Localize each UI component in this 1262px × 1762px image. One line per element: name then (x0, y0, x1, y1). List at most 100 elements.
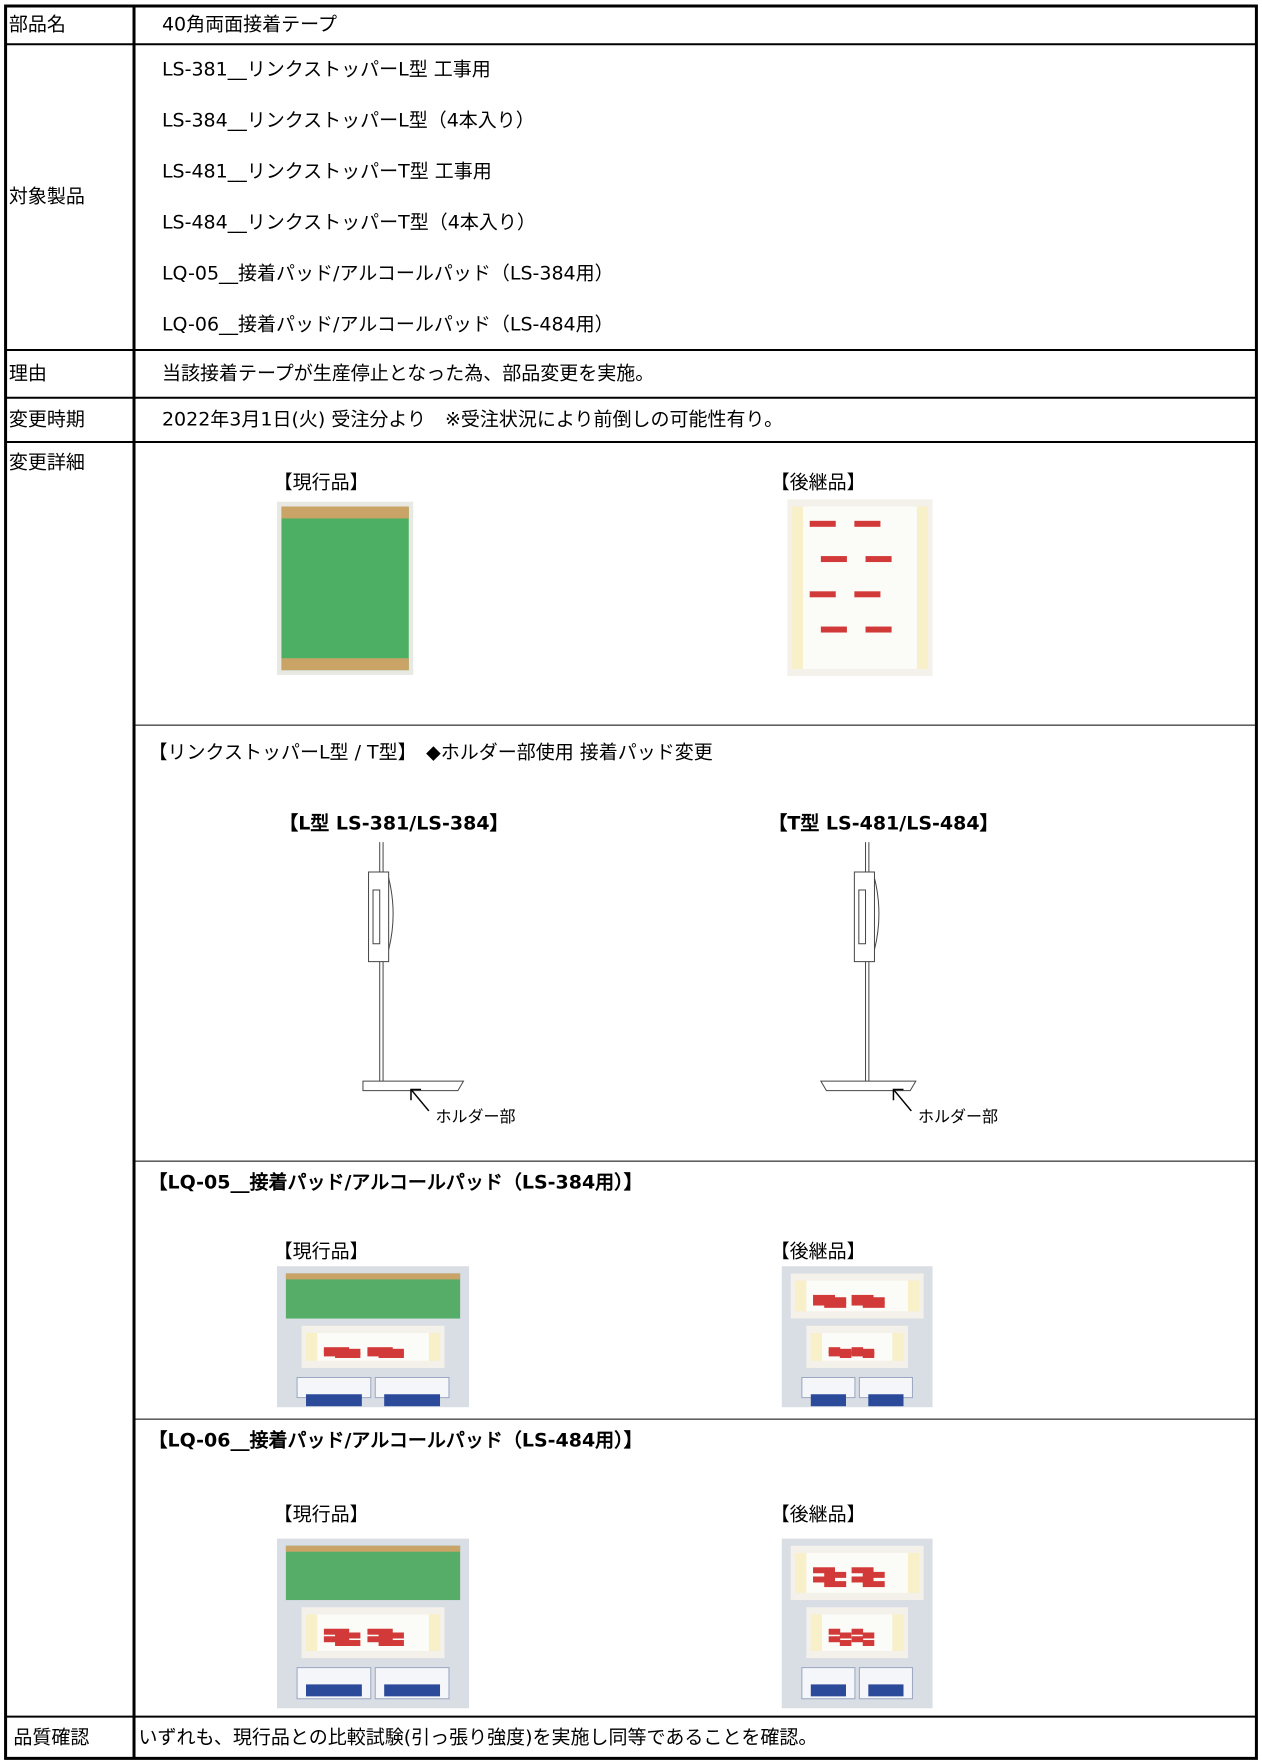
photo-packet-print (384, 1394, 441, 1407)
section-heading: 【リンクストッパーL型 / T型】 ◆ホルダー部使用 接着パッド変更 (148, 741, 713, 764)
photo-print (854, 591, 881, 598)
photo-print (820, 626, 847, 633)
photo-print (854, 520, 881, 527)
photo-print (824, 1301, 847, 1308)
photo-print (335, 1632, 361, 1639)
holder-drawing (389, 878, 393, 950)
photo-print (862, 1581, 885, 1588)
photo-print (828, 1347, 841, 1354)
photo-print (323, 1628, 350, 1635)
photo-liner (281, 506, 409, 519)
row-text: LS-381__リンクストッパーL型 工事用 (161, 58, 491, 81)
photo-print (839, 1348, 852, 1355)
row-label: 変更時期 (8, 408, 85, 431)
photo-print (851, 1636, 864, 1643)
photo-print (862, 1352, 875, 1359)
photo-tape (285, 1273, 461, 1319)
row-text: LS-484__リンクストッパーT型（4本入り） (161, 211, 536, 234)
image-caption: 【後継品】 (770, 1503, 866, 1526)
photo-print (824, 1297, 847, 1304)
photo-print (809, 520, 836, 527)
photo-print (335, 1352, 361, 1359)
photo-print (851, 1567, 874, 1574)
photo-packet-print (306, 1394, 362, 1407)
photo-print (367, 1636, 393, 1643)
row-label: 理由 (8, 362, 47, 385)
holder-drawing (363, 1081, 464, 1091)
photo-print (839, 1632, 852, 1639)
photo-print (813, 1294, 836, 1301)
photo-packet-print (868, 1394, 904, 1407)
row-label: 変更詳細 (8, 451, 85, 474)
row-label: 品質確認 (13, 1726, 90, 1748)
photo-print (828, 1628, 841, 1635)
photo-print (335, 1640, 361, 1646)
row-text: LS-384__リンクストッパーL型（4本入り） (161, 109, 535, 132)
photo-print (851, 1347, 864, 1354)
photo-print (824, 1571, 847, 1578)
photo-packet-print (810, 1684, 846, 1697)
photo-print (820, 556, 847, 563)
photo-print (865, 626, 892, 633)
photo-print (378, 1352, 404, 1359)
callout-label: ホルダー部 (435, 1106, 516, 1126)
row-text: いずれも、現行品との比較試験(引っ張り強度)を実施し同等であることを確認。 (138, 1726, 818, 1748)
callout-arrow (411, 1089, 429, 1111)
callout-arrow (411, 1089, 421, 1100)
photo-print (367, 1628, 393, 1635)
photo-print (323, 1636, 350, 1643)
image-caption: 【T型 LS-481/LS-484】 (768, 812, 999, 835)
row-label: 対象製品 (8, 185, 85, 208)
holder-drawing (821, 1081, 916, 1091)
photo-print (865, 556, 892, 563)
photo-print (851, 1294, 874, 1301)
holder-drawing (369, 872, 389, 962)
photo-print (862, 1297, 885, 1304)
holder-drawing (874, 878, 878, 950)
photo-packet-print (384, 1684, 441, 1697)
photo-print (813, 1567, 836, 1574)
photo-tape (285, 1545, 461, 1601)
row-text: 40角両面接着テープ (161, 13, 337, 36)
photo-packet-print (306, 1684, 362, 1697)
photo-tape (281, 506, 409, 671)
photo-print (828, 1636, 841, 1643)
photo-print (862, 1571, 885, 1578)
row-text: LS-481__リンクストッパーT型 工事用 (161, 160, 492, 183)
holder-drawing (854, 872, 874, 962)
photo-print (851, 1576, 874, 1583)
photo-print (813, 1576, 836, 1583)
photo-liner (285, 1545, 461, 1552)
image-caption: 【後継品】 (770, 1240, 866, 1263)
table-border (6, 6, 1257, 1758)
row-text: LQ-05__接着パッド/アルコールパッド（LS-384用） (161, 262, 614, 285)
photo-print (378, 1640, 404, 1646)
row-text: LQ-06__接着パッド/アルコールパッド（LS-484用） (161, 313, 614, 336)
photo-print (813, 1299, 836, 1306)
section-heading: 【LQ-06__接着パッド/アルコールパッド（LS-484用）】 (148, 1429, 643, 1452)
photo-tape (802, 506, 917, 669)
image-caption: 【現行品】 (273, 1503, 369, 1526)
section-heading: 【LQ-05__接着パッド/アルコールパッド（LS-384用）】 (148, 1171, 643, 1194)
callout-label: ホルダー部 (918, 1106, 999, 1126)
photo-tape (317, 1332, 429, 1361)
photo-print (851, 1350, 864, 1357)
photo-print (851, 1299, 874, 1306)
photo-print (862, 1632, 875, 1639)
image-caption: 【L型 LS-381/LS-384】 (279, 812, 509, 835)
row-text: 当該接着テープが生産停止となった為、部品変更を実施。 (161, 362, 655, 385)
holder-drawing (859, 890, 866, 944)
row-text: 2022年3月1日(火) 受注分より ※受注状況により前倒しの可能性有り。 (161, 408, 784, 431)
image-caption: 【現行品】 (273, 471, 369, 494)
photo-print (824, 1581, 847, 1588)
callout-arrow (893, 1089, 911, 1111)
callout-arrow (893, 1089, 903, 1100)
photo-liner (285, 1273, 461, 1280)
photo-print (862, 1301, 885, 1308)
photo-liner (281, 658, 409, 671)
photo-print (828, 1350, 841, 1357)
photo-print (862, 1640, 875, 1646)
photo-print (839, 1640, 852, 1646)
